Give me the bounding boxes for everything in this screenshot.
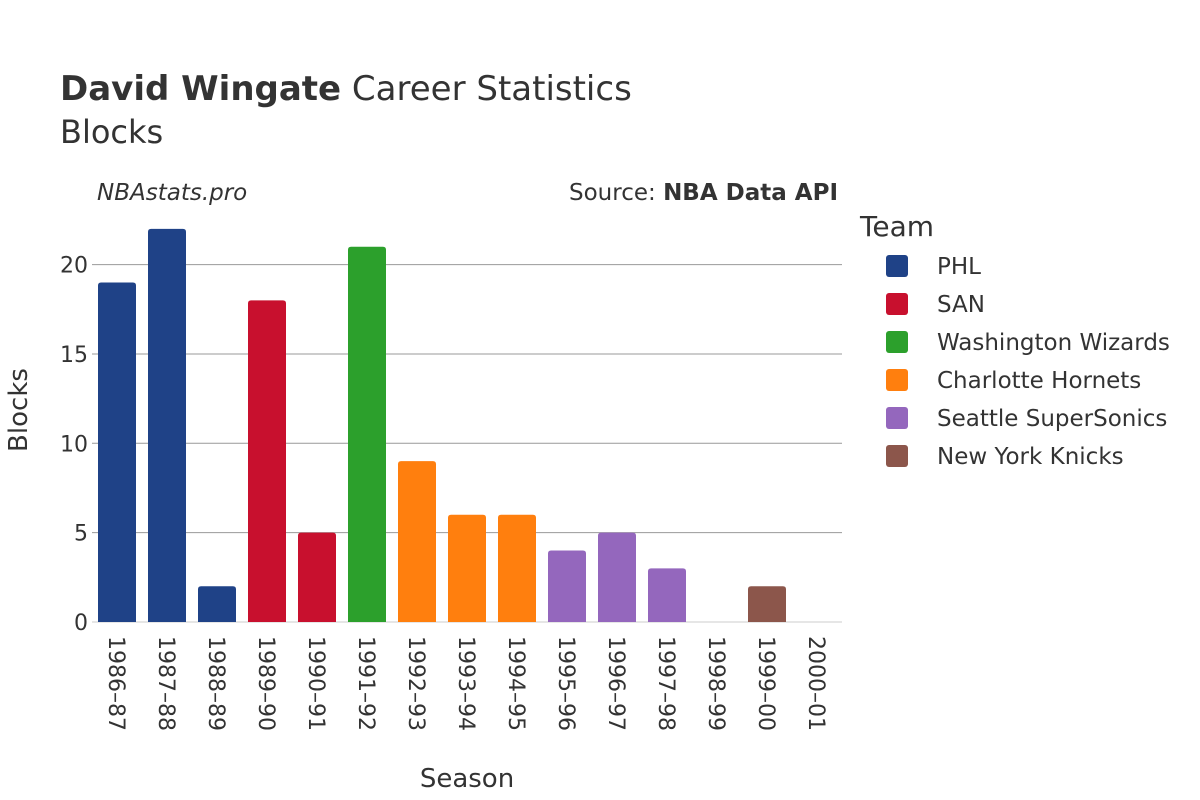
bar-1990–91	[298, 532, 336, 622]
bar-1989–90	[248, 300, 286, 622]
x-tick-label: 1990–91	[303, 636, 328, 731]
bar-1995–96	[548, 550, 586, 622]
legend-title: Team	[859, 210, 934, 243]
legend-label: Washington Wizards	[937, 330, 1170, 356]
x-tick-label: 1986–87	[103, 636, 128, 731]
legend-label: New York Knicks	[937, 444, 1124, 470]
title-player-name: David Wingate	[60, 69, 341, 109]
legend-label: SAN	[937, 292, 985, 318]
source-label: Source: NBA Data API	[569, 180, 838, 206]
x-axis-label: Season	[420, 764, 514, 794]
bar-1993–94	[448, 514, 486, 622]
legend: PHL SAN Washington Wizards Charlotte Hornet…	[886, 254, 1170, 470]
x-tick-label: 1999–00	[753, 636, 778, 731]
x-tick-label: 2000–01	[803, 636, 828, 731]
bar-1996–97	[598, 532, 636, 622]
y-tick-label: 15	[60, 343, 88, 368]
y-tick-label: 0	[74, 611, 88, 636]
legend-swatch	[886, 293, 908, 315]
x-tick-label: 1987–88	[153, 636, 178, 731]
legend-swatch	[886, 255, 908, 277]
bars	[98, 228, 786, 622]
bar-1992–93	[398, 461, 436, 622]
x-tick-label: 1988–89	[203, 636, 228, 731]
x-tick-label: 1997–98	[653, 636, 678, 731]
bar-1986–87	[98, 282, 136, 622]
brand-label: NBAstats.pro	[97, 180, 247, 206]
y-axis-ticks: 0 5 10 15 20	[60, 254, 88, 636]
bar-1999–00	[748, 586, 786, 622]
title-rest: Career Statistics	[341, 69, 632, 109]
legend-swatch	[886, 331, 908, 353]
x-tick-label: 1991–92	[353, 636, 378, 731]
source-prefix: Source:	[569, 180, 663, 206]
source-name: NBA Data API	[663, 180, 838, 206]
bar-1988–89	[198, 586, 236, 622]
y-tick-label: 20	[60, 254, 88, 279]
x-tick-label: 1998–99	[703, 636, 728, 731]
legend-label: PHL	[937, 254, 981, 280]
x-tick-label: 1995–96	[553, 636, 578, 731]
chart-subtitle: Blocks	[60, 113, 163, 151]
bar-1994–95	[498, 514, 536, 622]
x-tick-label: 1993–94	[453, 636, 478, 731]
x-tick-label: 1996–97	[603, 636, 628, 731]
bar-1991–92	[348, 246, 386, 622]
legend-label: Charlotte Hornets	[937, 368, 1141, 394]
chart-title: David Wingate Career Statistics	[60, 69, 632, 109]
bar-1997–98	[648, 568, 686, 622]
x-tick-label: 1989–90	[253, 636, 278, 731]
x-tick-label: 1994–95	[503, 636, 528, 731]
legend-label: Seattle SuperSonics	[937, 406, 1167, 432]
legend-swatch	[886, 369, 908, 391]
y-axis-label: Blocks	[4, 368, 34, 452]
y-tick-label: 5	[74, 522, 88, 547]
bar-1987–88	[148, 228, 186, 622]
x-axis-ticks: 1986–87 1987–88 1988–89 1989–90 1990–91 1991–…	[103, 636, 828, 731]
legend-swatch	[886, 445, 908, 467]
legend-swatch	[886, 407, 908, 429]
x-tick-label: 1992–93	[403, 636, 428, 731]
y-tick-label: 10	[60, 432, 88, 457]
